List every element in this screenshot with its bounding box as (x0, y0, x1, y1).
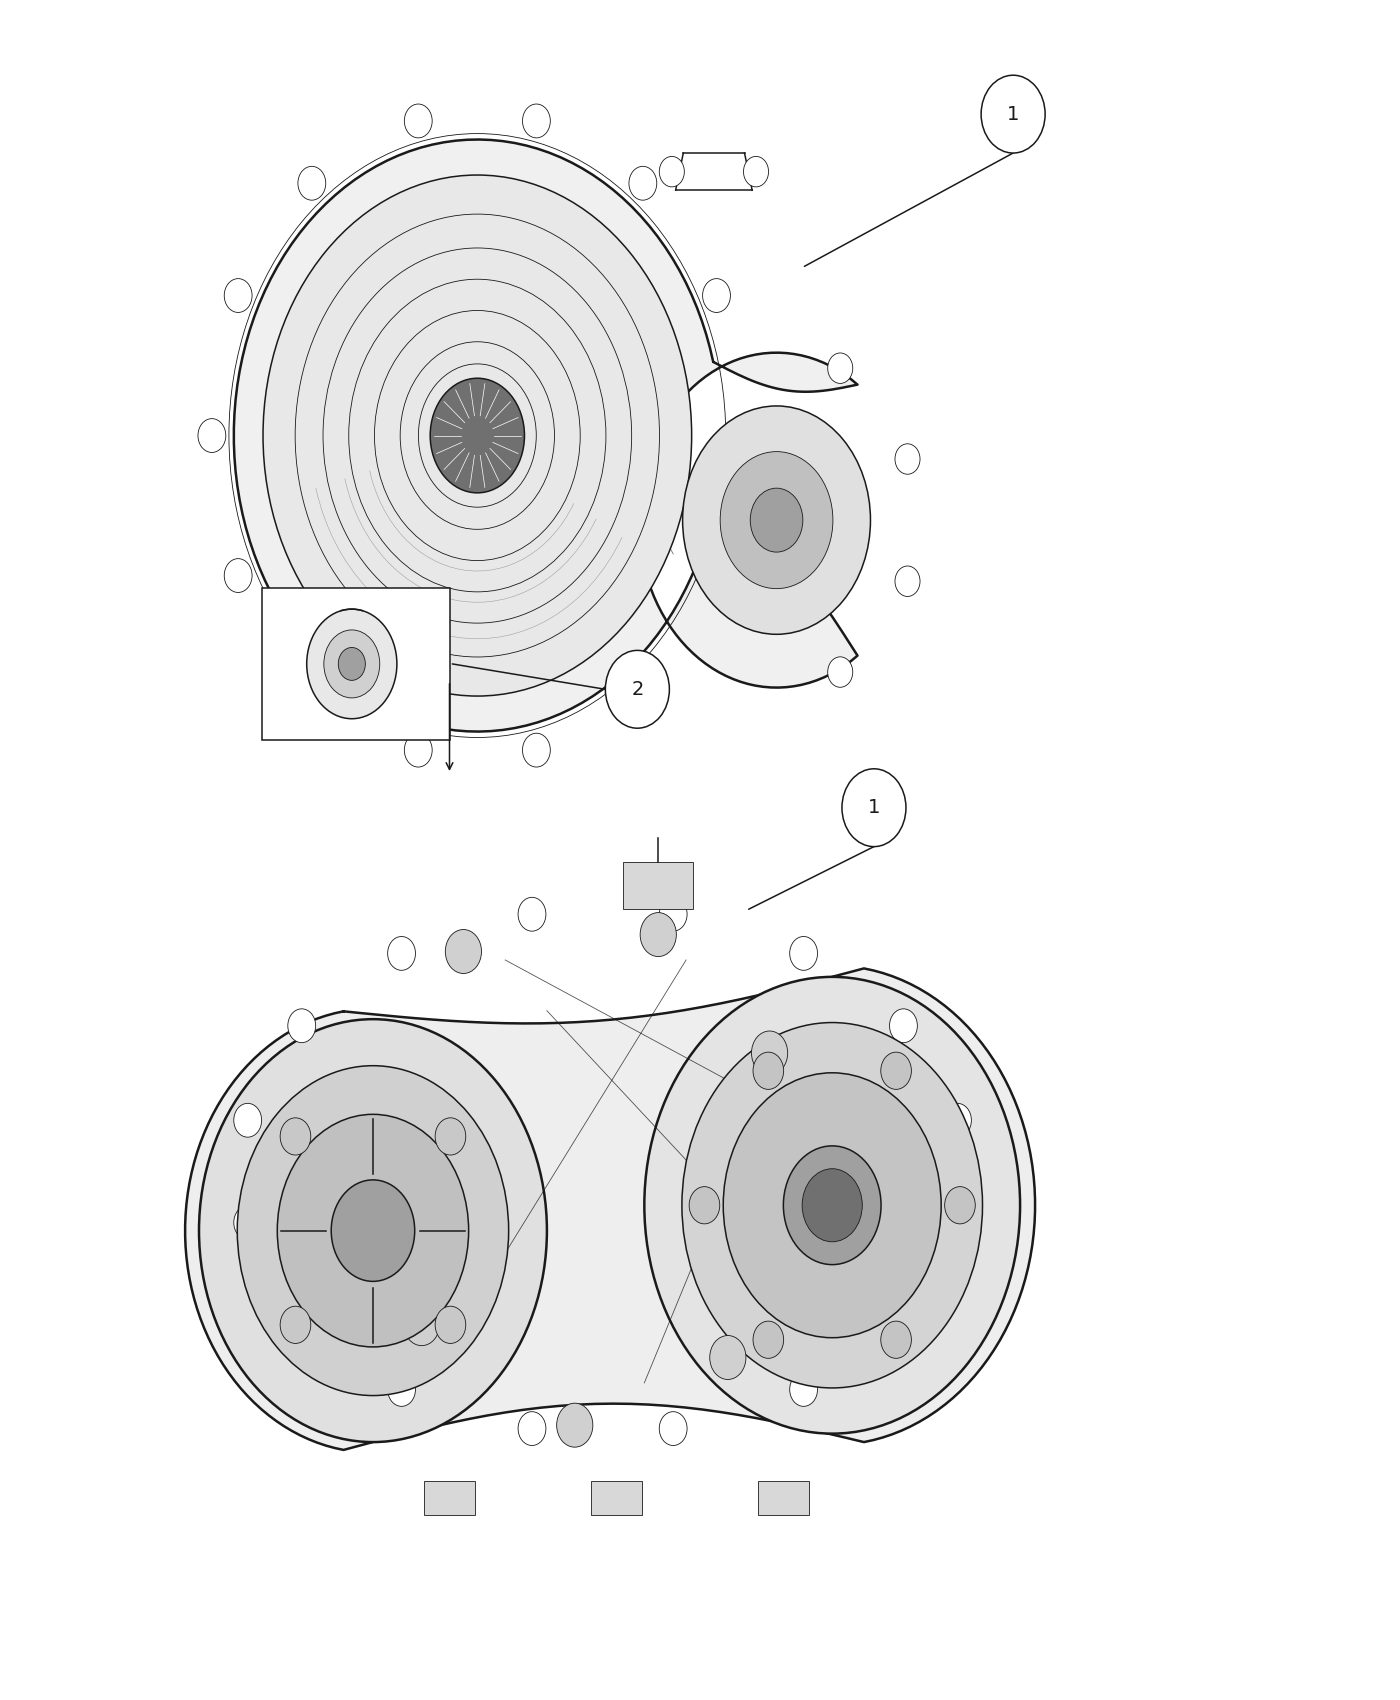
Circle shape (752, 1030, 788, 1074)
Circle shape (339, 648, 365, 680)
Circle shape (298, 672, 326, 705)
Circle shape (307, 609, 396, 719)
Circle shape (234, 1103, 262, 1137)
Circle shape (720, 452, 833, 588)
Circle shape (827, 354, 853, 384)
Circle shape (605, 651, 669, 728)
Text: 2: 2 (631, 680, 644, 699)
Circle shape (323, 631, 379, 699)
Circle shape (298, 167, 326, 201)
Circle shape (790, 937, 818, 971)
Bar (424, 1481, 475, 1515)
Circle shape (629, 672, 657, 705)
Circle shape (981, 75, 1046, 153)
Circle shape (729, 418, 757, 452)
Circle shape (802, 1168, 862, 1241)
Circle shape (518, 1411, 546, 1445)
Circle shape (753, 1052, 784, 1090)
Text: 1: 1 (868, 799, 881, 818)
Bar (759, 1481, 809, 1515)
Circle shape (724, 1073, 941, 1338)
Circle shape (237, 1066, 508, 1396)
Polygon shape (234, 139, 858, 731)
Circle shape (750, 488, 802, 552)
Circle shape (710, 1336, 746, 1379)
Bar (591, 1481, 641, 1515)
Circle shape (659, 898, 687, 932)
Circle shape (405, 733, 433, 767)
Circle shape (895, 566, 920, 597)
Circle shape (703, 279, 731, 313)
Circle shape (277, 1114, 469, 1346)
Circle shape (522, 733, 550, 767)
Circle shape (743, 156, 769, 187)
Circle shape (889, 1008, 917, 1042)
Text: 1: 1 (1007, 105, 1019, 124)
Circle shape (895, 444, 920, 474)
Circle shape (753, 1321, 784, 1358)
Circle shape (388, 1372, 416, 1406)
Circle shape (790, 1372, 818, 1406)
Circle shape (689, 1187, 720, 1224)
Circle shape (827, 656, 853, 687)
Circle shape (288, 1300, 315, 1334)
Circle shape (944, 1103, 972, 1137)
Circle shape (841, 768, 906, 847)
Circle shape (881, 1052, 911, 1090)
Circle shape (288, 1008, 315, 1042)
Circle shape (445, 930, 482, 974)
Circle shape (703, 559, 731, 593)
Circle shape (224, 559, 252, 593)
Circle shape (944, 1205, 972, 1239)
Circle shape (280, 1306, 311, 1343)
Circle shape (435, 1306, 466, 1343)
Circle shape (629, 167, 657, 201)
Circle shape (881, 1321, 911, 1358)
Circle shape (280, 1119, 311, 1154)
Circle shape (430, 377, 525, 493)
Circle shape (784, 1146, 881, 1265)
Circle shape (683, 406, 871, 634)
Circle shape (945, 1187, 976, 1224)
Circle shape (388, 937, 416, 971)
Circle shape (557, 1402, 592, 1447)
Circle shape (435, 1119, 466, 1154)
Circle shape (659, 156, 685, 187)
Circle shape (405, 104, 433, 138)
Circle shape (234, 1205, 262, 1239)
Circle shape (199, 1020, 547, 1442)
Circle shape (889, 1300, 917, 1334)
Circle shape (640, 913, 676, 957)
Circle shape (518, 898, 546, 932)
Circle shape (659, 1411, 687, 1445)
Circle shape (224, 279, 252, 313)
Circle shape (263, 175, 692, 695)
Circle shape (522, 104, 550, 138)
Circle shape (197, 418, 225, 452)
Bar (623, 862, 693, 910)
Circle shape (403, 1302, 440, 1346)
Circle shape (332, 1180, 414, 1282)
Circle shape (644, 977, 1021, 1433)
Circle shape (682, 1023, 983, 1387)
Polygon shape (185, 969, 1035, 1450)
Bar (262, 588, 449, 740)
